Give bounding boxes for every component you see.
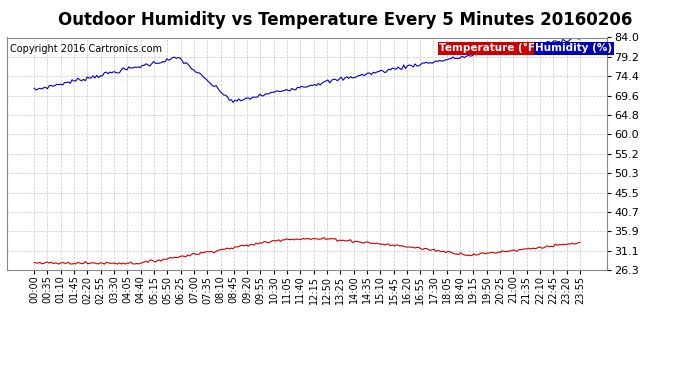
Text: Copyright 2016 Cartronics.com: Copyright 2016 Cartronics.com [10, 45, 162, 54]
Text: Humidity (%): Humidity (%) [535, 44, 612, 53]
Text: Temperature (°F): Temperature (°F) [439, 44, 540, 53]
Text: Outdoor Humidity vs Temperature Every 5 Minutes 20160206: Outdoor Humidity vs Temperature Every 5 … [58, 11, 632, 29]
